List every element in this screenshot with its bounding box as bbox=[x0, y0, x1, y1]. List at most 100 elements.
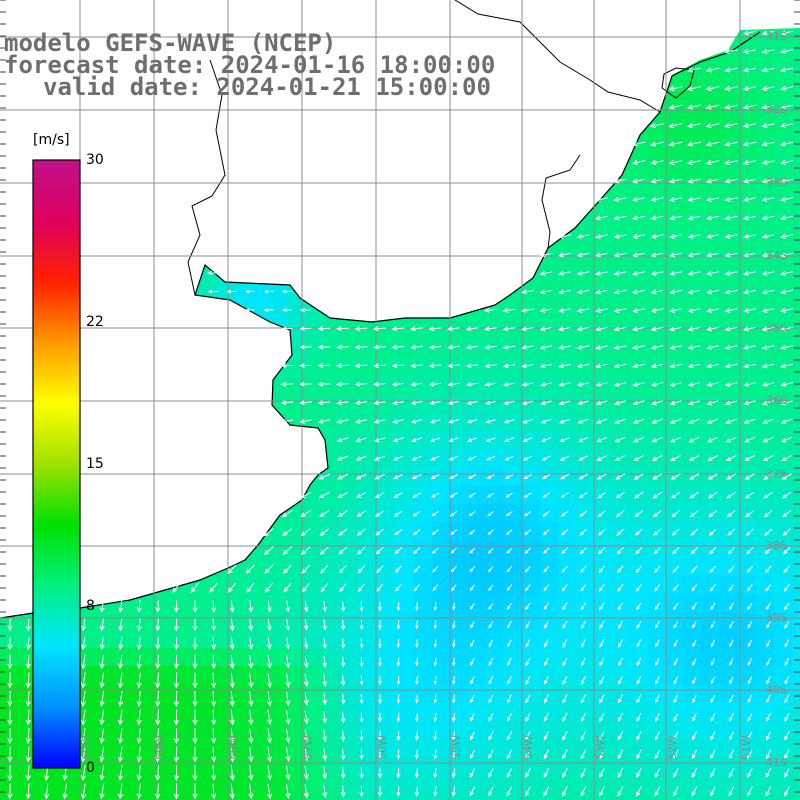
wind-arrow bbox=[502, 326, 516, 332]
speed-cell bbox=[324, 792, 343, 800]
wind-arrow bbox=[280, 418, 294, 424]
wind-arrow bbox=[724, 382, 738, 387]
speed-cell bbox=[666, 252, 685, 271]
speed-cell bbox=[144, 684, 163, 703]
wind-arrow bbox=[285, 655, 291, 669]
wind-arrow bbox=[724, 270, 738, 276]
wind-arrow bbox=[373, 419, 386, 424]
speed-cell bbox=[396, 486, 415, 505]
speed-cell bbox=[540, 576, 559, 595]
speed-cell bbox=[18, 702, 37, 721]
speed-cell bbox=[684, 342, 703, 361]
wind-arrow bbox=[558, 344, 571, 350]
speed-cell bbox=[162, 594, 181, 613]
speed-cell bbox=[612, 306, 631, 325]
speed-cell bbox=[720, 342, 739, 361]
speed-cell bbox=[792, 342, 800, 361]
wind-arrow bbox=[391, 363, 405, 369]
wind-arrow bbox=[634, 528, 643, 536]
wind-arrow bbox=[635, 583, 642, 592]
speed-cell bbox=[648, 324, 667, 343]
wind-arrow bbox=[728, 565, 735, 573]
wind-arrow bbox=[649, 141, 665, 147]
speed-cell bbox=[306, 666, 325, 685]
wind-arrow bbox=[744, 491, 755, 499]
speed-cell bbox=[396, 342, 415, 361]
speed-cell bbox=[576, 774, 595, 793]
wind-arrow bbox=[562, 730, 568, 741]
wind-arrow bbox=[632, 326, 645, 332]
speed-cell bbox=[792, 468, 800, 487]
speed-cell bbox=[468, 450, 487, 469]
wind-arrow bbox=[465, 363, 479, 369]
wind-arrow bbox=[581, 657, 586, 667]
wind-arrow bbox=[396, 601, 401, 612]
speed-cell bbox=[558, 378, 577, 397]
speed-cell bbox=[504, 702, 523, 721]
speed-cell bbox=[648, 576, 667, 595]
wind-arrow bbox=[761, 252, 775, 258]
speed-cell bbox=[540, 540, 559, 559]
wind-arrow bbox=[576, 326, 590, 332]
longitude-label: 58W bbox=[227, 735, 241, 760]
wind-arrow bbox=[336, 381, 349, 387]
wind-arrow bbox=[780, 270, 793, 276]
wind-arrow bbox=[691, 731, 697, 741]
speed-cell bbox=[522, 576, 541, 595]
speed-cell bbox=[18, 666, 37, 685]
wind-arrow bbox=[633, 455, 644, 461]
speed-cell bbox=[648, 288, 667, 307]
wind-arrow bbox=[668, 123, 683, 129]
speed-cell bbox=[630, 684, 649, 703]
wind-arrow bbox=[299, 400, 312, 406]
speed-cell bbox=[450, 648, 469, 667]
wind-arrow bbox=[285, 619, 291, 631]
wind-arrow bbox=[765, 584, 772, 592]
speed-cell bbox=[630, 414, 649, 433]
wind-arrow bbox=[322, 729, 328, 743]
speed-cell bbox=[792, 432, 800, 451]
speed-cell bbox=[288, 558, 307, 577]
speed-cell bbox=[738, 234, 757, 253]
wind-arrow bbox=[724, 141, 738, 147]
wind-arrow bbox=[562, 657, 568, 667]
speed-cell bbox=[576, 306, 595, 325]
speed-cell bbox=[396, 378, 415, 397]
wind-arrow bbox=[266, 655, 272, 669]
wind-arrow bbox=[634, 510, 644, 518]
wind-arrow bbox=[285, 673, 291, 688]
speed-cell bbox=[612, 180, 631, 199]
speed-cell bbox=[738, 162, 757, 181]
wind-arrow bbox=[668, 196, 683, 202]
speed-cell bbox=[288, 576, 307, 595]
speed-cell bbox=[486, 396, 505, 415]
wind-arrow bbox=[394, 528, 403, 536]
speed-cell bbox=[342, 774, 361, 793]
wind-arrow bbox=[559, 418, 571, 424]
wind-arrow bbox=[359, 619, 364, 631]
wind-arrow bbox=[745, 510, 755, 518]
wind-arrow bbox=[355, 437, 367, 443]
speed-cell bbox=[522, 684, 541, 703]
speed-cell bbox=[666, 666, 685, 685]
wind-arrow bbox=[673, 639, 679, 648]
speed-cell bbox=[108, 738, 127, 757]
wind-arrow bbox=[669, 418, 682, 424]
speed-cell bbox=[216, 756, 235, 775]
wind-arrow bbox=[617, 565, 624, 574]
speed-cell bbox=[612, 594, 631, 613]
speed-cell bbox=[396, 540, 415, 559]
wind-arrow bbox=[633, 473, 644, 480]
speed-cell bbox=[648, 468, 667, 487]
speed-cell bbox=[684, 450, 703, 469]
speed-cell bbox=[702, 126, 721, 145]
speed-cell bbox=[324, 396, 343, 415]
wind-arrow bbox=[687, 308, 701, 313]
wind-arrow bbox=[375, 510, 385, 517]
wind-arrow bbox=[207, 289, 219, 294]
speed-cell bbox=[306, 630, 325, 649]
wind-arrow bbox=[117, 783, 124, 800]
speed-cell bbox=[486, 306, 505, 325]
speed-cell bbox=[360, 612, 379, 631]
wind-arrow bbox=[248, 618, 254, 632]
